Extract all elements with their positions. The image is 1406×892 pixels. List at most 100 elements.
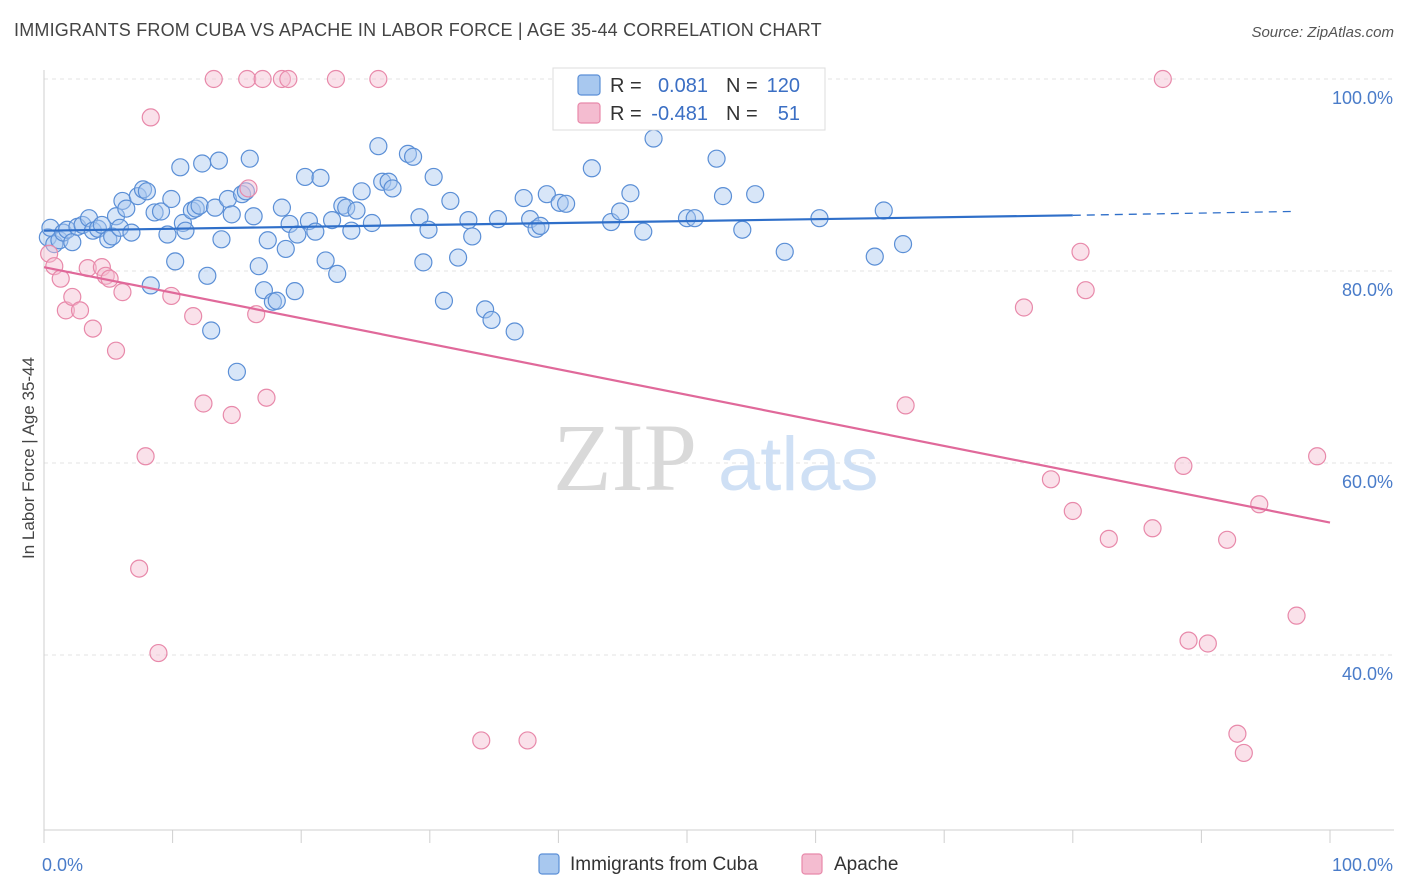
apache-point	[1153, 69, 1172, 89]
x-tick-labels: 0.0% 100.0%	[42, 855, 1393, 875]
apache-point	[272, 69, 292, 89]
cuba-point	[369, 137, 388, 156]
apache-point	[106, 341, 126, 360]
cuba-point	[557, 194, 576, 213]
legend-r-value-cuba: 0.081	[658, 75, 708, 97]
watermark-zip: ZIP	[553, 404, 697, 511]
apache-point	[1041, 470, 1061, 489]
trend-lines	[43, 210, 1331, 524]
bottom-legend-swatch-apache	[801, 853, 823, 875]
apache-point	[149, 643, 168, 663]
cuba-point	[227, 362, 246, 381]
cuba-point	[117, 199, 136, 218]
cuba-point	[316, 251, 335, 270]
cuba-point	[176, 221, 195, 240]
apache-point	[1143, 519, 1162, 538]
cuba-point	[482, 310, 501, 330]
apache-point	[162, 286, 181, 306]
cuba-point	[193, 154, 212, 173]
cuba-point	[893, 235, 913, 254]
cuba-point	[222, 205, 241, 224]
cuba-point	[141, 276, 160, 295]
apache-point	[1174, 456, 1193, 475]
apache-point	[1198, 634, 1217, 653]
apache-point	[113, 283, 132, 302]
axes	[43, 70, 1394, 831]
cuba-point	[272, 198, 292, 217]
cuba-point	[459, 211, 478, 230]
apache-point	[194, 394, 213, 413]
apache-point	[239, 179, 258, 198]
y-tick-labels: 100.0% 80.0% 60.0% 40.0%	[1332, 88, 1393, 684]
cuba-point	[505, 322, 524, 341]
cuba-point	[137, 182, 156, 201]
legend-r-label: R =	[610, 75, 642, 97]
cuba-point	[677, 209, 697, 228]
y-tick-label: 80.0%	[1342, 280, 1393, 300]
cuba-point	[202, 321, 221, 340]
cuba-point	[106, 207, 126, 226]
apache-point	[204, 69, 223, 89]
y-tick-label: 40.0%	[1342, 664, 1393, 684]
cuba-point	[362, 213, 382, 233]
cuba-point	[775, 242, 794, 261]
apache-point	[369, 69, 388, 89]
apache-point	[472, 731, 491, 750]
cuba-point	[414, 253, 433, 272]
cuba-point	[342, 221, 361, 240]
apache-point	[326, 69, 346, 89]
apache-point	[1099, 529, 1118, 548]
cuba-point	[441, 191, 460, 211]
cuba-point	[322, 211, 342, 230]
cuba-point	[145, 203, 164, 222]
apache-point	[141, 108, 160, 127]
watermark-atlas: atlas	[718, 422, 879, 507]
cuba-point	[424, 167, 443, 187]
watermark: ZIP atlas	[553, 404, 879, 511]
y-tick-label: 60.0%	[1342, 472, 1393, 492]
cuba-point	[190, 196, 209, 215]
cuba-point	[162, 189, 181, 209]
cuba-point	[347, 201, 366, 220]
cuba-point	[537, 185, 556, 204]
apache-point	[518, 731, 537, 750]
cuba-point	[276, 239, 295, 259]
apache-point	[257, 388, 276, 407]
x-ticks	[43, 830, 1331, 843]
cuba-point	[110, 218, 129, 237]
cuba-point	[218, 189, 237, 209]
apache-point	[83, 319, 102, 338]
cuba-point	[63, 233, 82, 252]
cuba-point	[295, 167, 315, 187]
cuba-point	[236, 182, 256, 201]
cuba-point	[488, 210, 508, 229]
apache-point	[130, 559, 149, 578]
cuba-point	[434, 291, 454, 310]
cuba-point	[707, 149, 726, 168]
trend-line-apache	[43, 266, 1331, 524]
x-tick-label: 0.0%	[42, 855, 83, 875]
cuba-point	[151, 202, 171, 221]
legend-n-value-cuba: 120	[767, 75, 800, 97]
cuba-point	[644, 129, 663, 148]
cuba-point	[311, 168, 330, 187]
cuba-point	[611, 202, 630, 221]
legend-r-value-apache: -0.481	[651, 103, 708, 125]
legend-swatch-apache	[577, 102, 601, 124]
cuba-point	[733, 220, 752, 239]
apache-point	[70, 301, 90, 320]
trend-line-cuba	[43, 214, 1073, 232]
bottom-legend-cuba: Immigrants from Cuba	[570, 854, 758, 875]
cuba-point	[383, 179, 402, 198]
legend-swatch-cuba	[577, 74, 601, 96]
legend-n-label: N =	[726, 75, 758, 97]
apache-point	[1234, 743, 1253, 763]
cuba-point	[448, 248, 468, 267]
cuba-point	[634, 222, 653, 241]
cuba-point	[531, 216, 550, 235]
bottom-legend: Immigrants from Cuba Apache	[538, 853, 898, 875]
apache-point	[222, 405, 241, 425]
apache-point	[1218, 530, 1237, 549]
apache-point	[1076, 281, 1095, 300]
